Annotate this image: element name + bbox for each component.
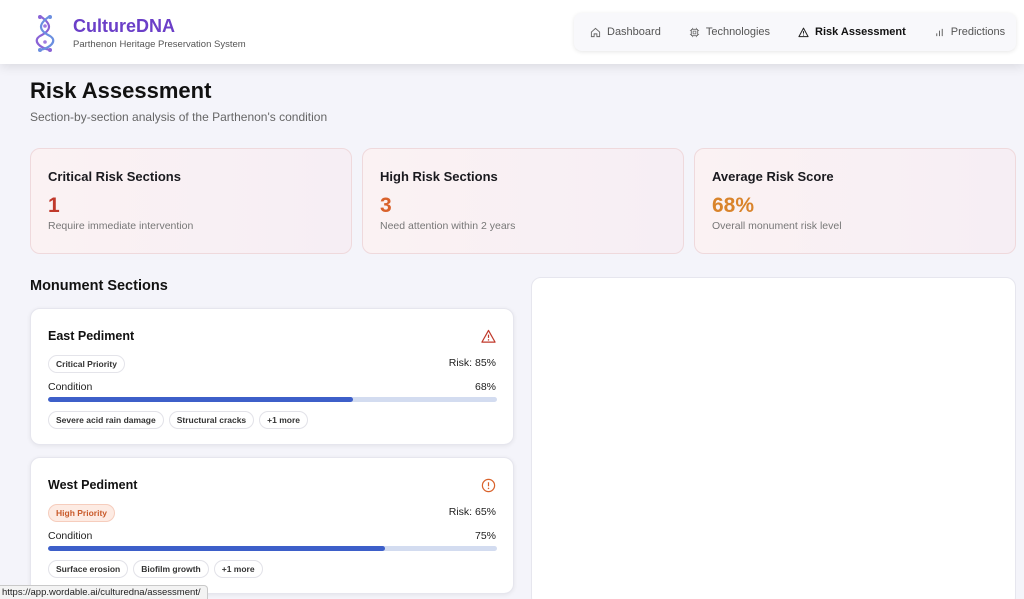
stat-card-average: Average Risk Score 68% Overall monument … xyxy=(694,148,1016,254)
chip-icon xyxy=(689,27,699,37)
nav-technologies[interactable]: Technologies xyxy=(689,26,770,38)
condition-label: Condition xyxy=(48,530,93,542)
stat-value: 68% xyxy=(712,194,755,217)
section-card-west-pediment[interactable]: West Pediment High Priority Risk: 65% Co… xyxy=(30,457,514,594)
condition-value: 75% xyxy=(474,530,496,542)
detail-panel xyxy=(531,277,1016,599)
nav-predictions[interactable]: Predictions xyxy=(934,26,1005,38)
section-card-east-pediment[interactable]: East Pediment Critical Priority Risk: 85… xyxy=(30,308,514,445)
nav-label: Risk Assessment xyxy=(815,26,906,38)
page-subtitle: Section-by-section analysis of the Parth… xyxy=(30,110,328,124)
stat-description: Need attention within 2 years xyxy=(380,220,516,232)
condition-value: 68% xyxy=(474,381,496,393)
bar-chart-icon xyxy=(935,28,943,36)
main-nav: Dashboard Technologies Risk Assessment P… xyxy=(574,13,1016,51)
stat-label: High Risk Sections xyxy=(380,169,498,184)
stat-card-critical: Critical Risk Sections 1 Require immedia… xyxy=(30,148,352,254)
issue-tag: Surface erosion xyxy=(48,560,129,578)
nav-label: Technologies xyxy=(705,26,771,38)
home-icon xyxy=(590,27,601,37)
condition-progress-bar xyxy=(48,397,497,402)
brand-subtitle: Parthenon Heritage Preservation System xyxy=(73,39,246,50)
more-issues-tag[interactable]: +1 more xyxy=(259,411,308,429)
risk-value: Risk: 65% xyxy=(448,506,496,518)
stat-value: 1 xyxy=(48,194,60,217)
alert-circle-icon xyxy=(481,478,496,493)
condition-progress-fill xyxy=(48,397,354,402)
priority-badge: Critical Priority xyxy=(48,355,125,373)
stat-label: Critical Risk Sections xyxy=(48,169,181,184)
stat-card-high: High Risk Sections 3 Need attention with… xyxy=(362,148,684,254)
section-name: West Pediment xyxy=(48,478,138,492)
issue-tag: Structural cracks xyxy=(168,411,255,429)
section-name: East Pediment xyxy=(48,329,135,343)
issue-tag: Severe acid rain damage xyxy=(48,411,164,429)
page-title: Risk Assessment xyxy=(30,78,212,103)
nav-risk-assessment[interactable]: Risk Assessment xyxy=(798,26,906,38)
condition-label: Condition xyxy=(48,381,93,393)
stat-description: Require immediate intervention xyxy=(48,220,194,232)
condition-progress-fill xyxy=(48,546,385,551)
nav-label: Predictions xyxy=(950,26,1006,38)
nav-dashboard[interactable]: Dashboard xyxy=(590,26,661,38)
issue-tags: Severe acid rain damage Structural crack… xyxy=(48,411,308,429)
priority-badge: High Priority xyxy=(48,504,116,522)
brand-title[interactable]: CultureDNA xyxy=(73,16,175,36)
more-issues-tag[interactable]: +1 more xyxy=(213,560,263,578)
stat-description: Overall monument risk level xyxy=(712,220,842,232)
risk-value: Risk: 85% xyxy=(448,357,496,369)
stat-label: Average Risk Score xyxy=(712,169,834,184)
nav-label: Dashboard xyxy=(607,26,661,38)
status-bar-url: https://app.wordable.ai/culturedna/asses… xyxy=(0,585,208,599)
condition-progress-bar xyxy=(48,546,497,551)
issue-tags: Surface erosion Biofilm growth +1 more xyxy=(48,560,263,578)
stat-value: 3 xyxy=(380,194,392,217)
sections-heading: Monument Sections xyxy=(30,278,168,294)
issue-tag: Biofilm growth xyxy=(133,560,209,578)
warning-triangle-icon xyxy=(481,329,496,343)
app-header: CultureDNA Parthenon Heritage Preservati… xyxy=(0,0,1024,64)
dna-logo-icon[interactable] xyxy=(34,14,58,52)
warning-icon xyxy=(798,27,809,37)
